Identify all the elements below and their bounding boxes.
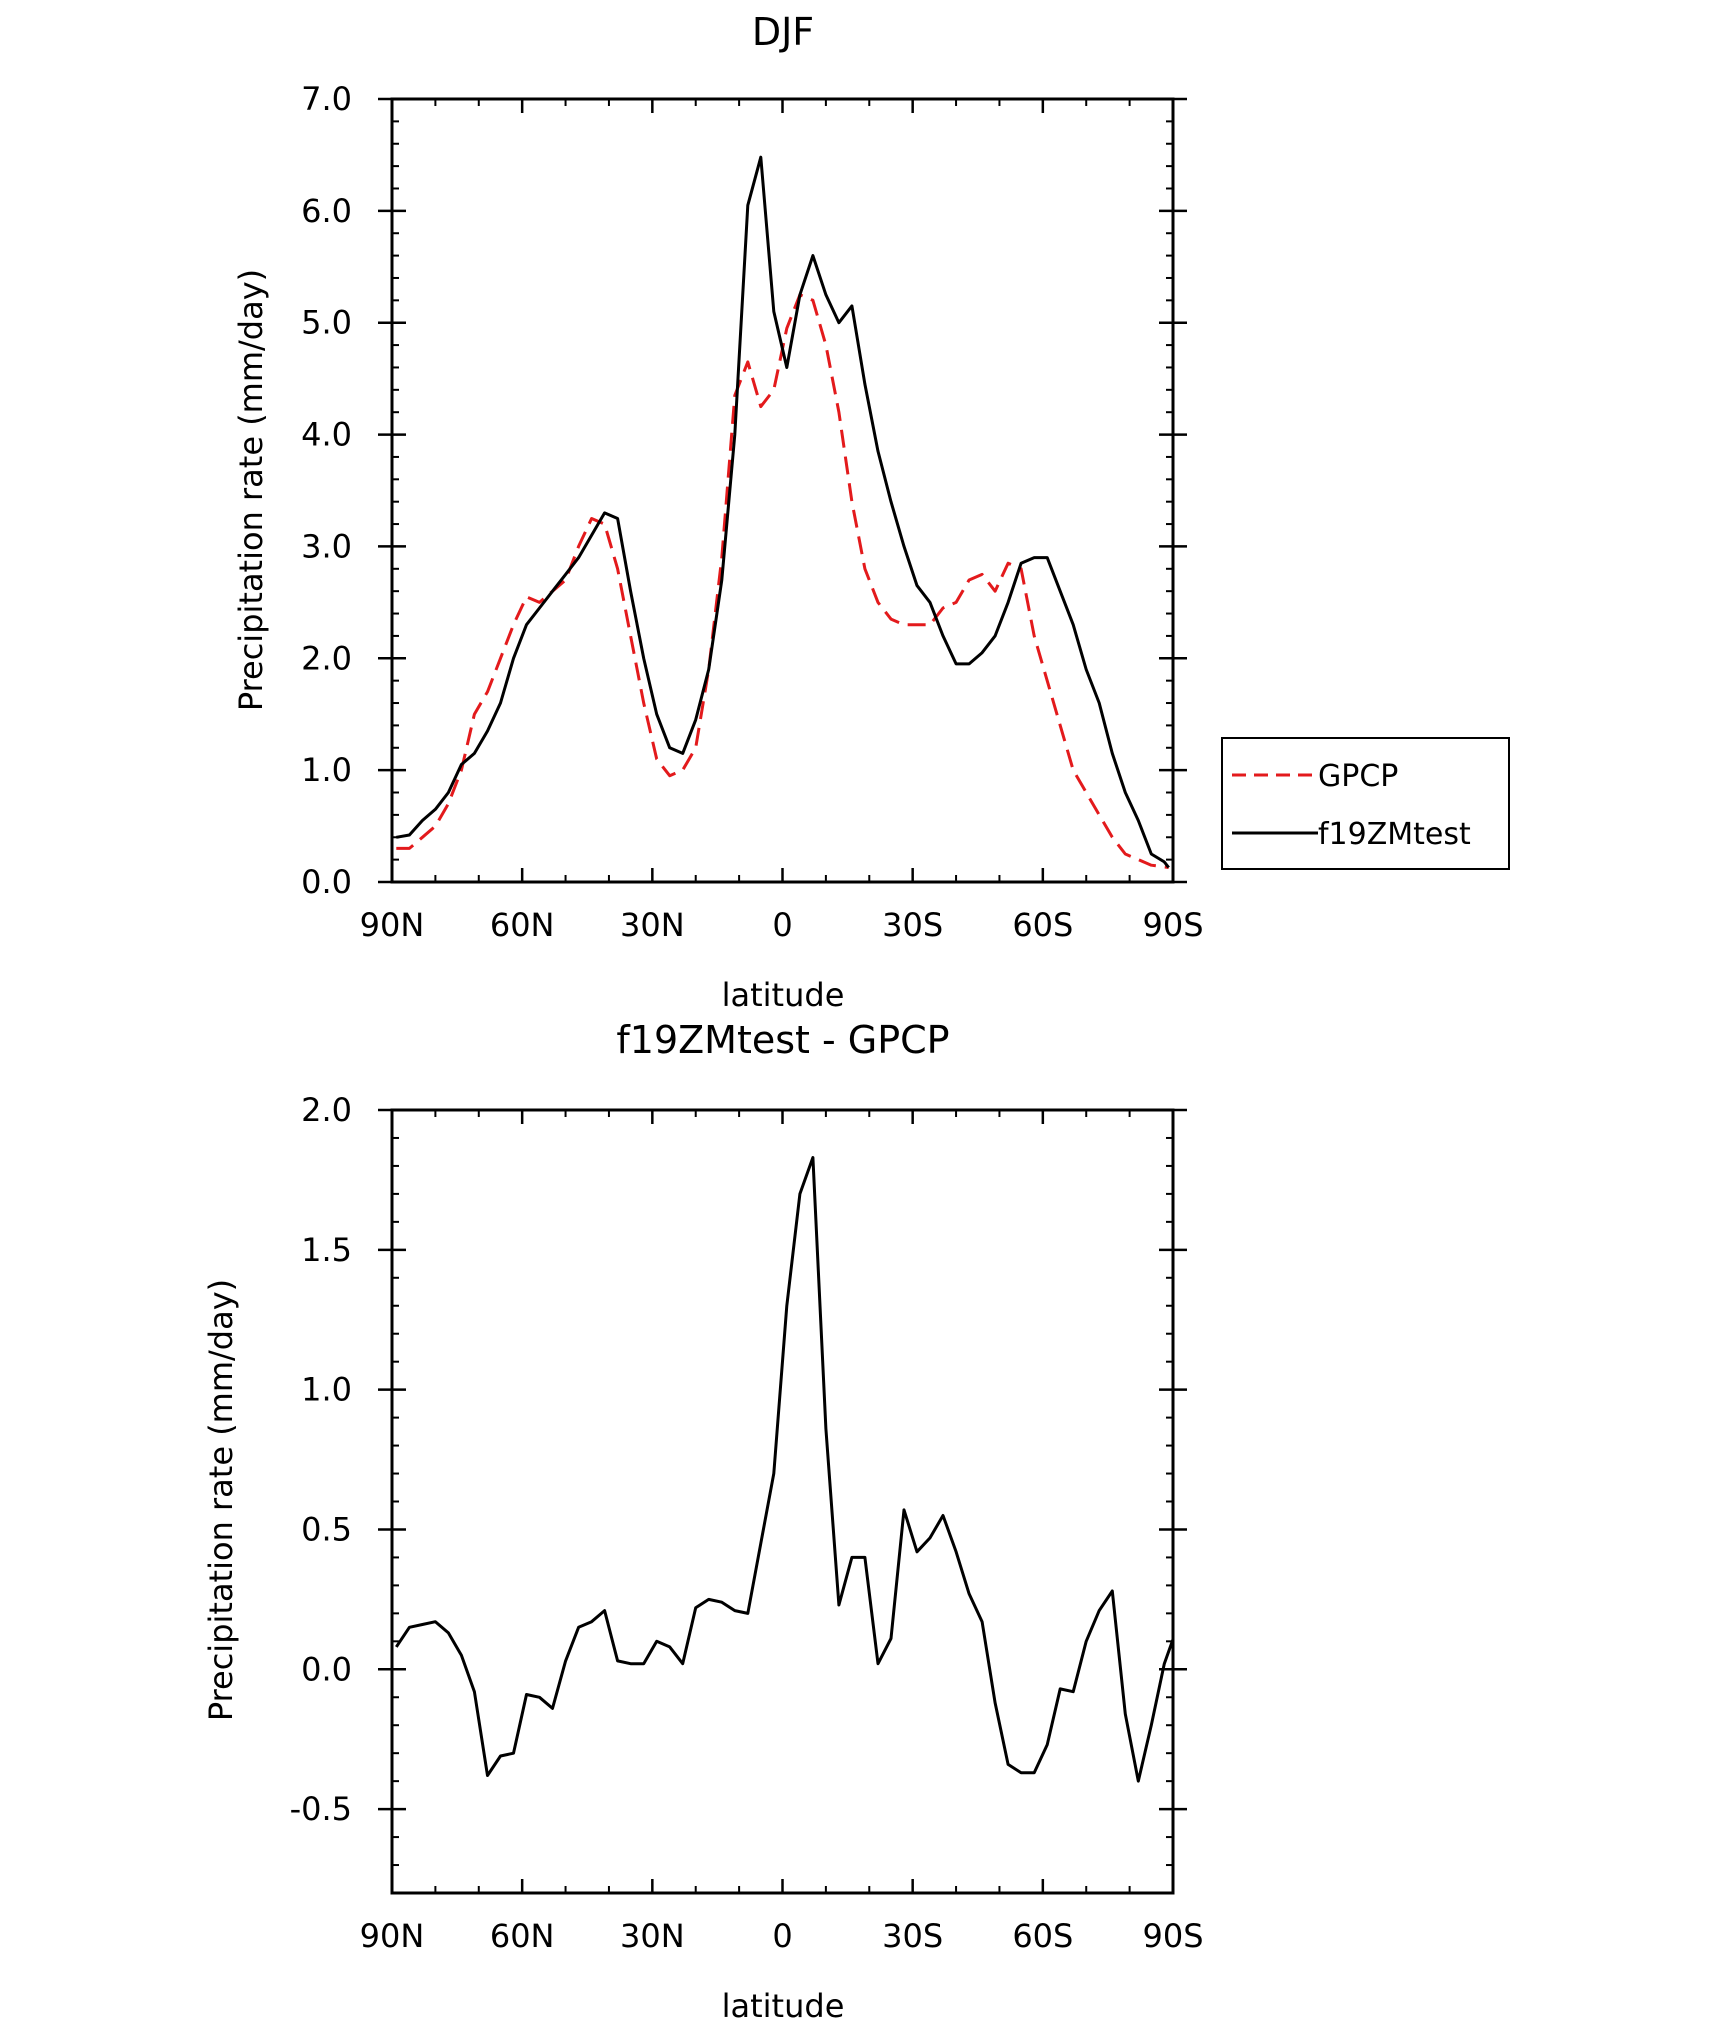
bottom-y-tick-label: 0.5 bbox=[301, 1510, 352, 1548]
bottom-chart-title: f19ZMtest - GPCP bbox=[616, 1018, 949, 1062]
top-y-tick-label: 4.0 bbox=[301, 416, 352, 454]
bottom-x-tick-label: 90N bbox=[360, 1917, 425, 1955]
top-x-tick-label: 0 bbox=[772, 906, 792, 944]
top-chart-title: DJF bbox=[752, 10, 814, 54]
top-x-tick-label: 30S bbox=[882, 906, 943, 944]
top-x-tick-label: 90N bbox=[360, 906, 425, 944]
bottom-plot-frame bbox=[390, 1108, 1175, 1895]
legend: GPCP f19ZMtest bbox=[1221, 737, 1510, 870]
bottom-y-axis-label: Precipitation rate (mm/day) bbox=[202, 1279, 240, 1721]
top-x-tick-label: 60N bbox=[490, 906, 555, 944]
bottom-y-tick-label: 1.0 bbox=[301, 1371, 352, 1409]
top-y-axis-label: Precipitation rate (mm/day) bbox=[232, 269, 270, 711]
bottom-x-tick-label: 30N bbox=[620, 1917, 685, 1955]
bottom-x-axis-label: latitude bbox=[722, 1987, 845, 2021]
top-series-line-f19zmtest bbox=[396, 155, 1170, 869]
top-y-tick-label: 0.0 bbox=[301, 863, 352, 901]
bottom-panel-difference: f19ZMtest - GPCP 90N 60N 30N 0 30S 60S 90S -0.5… bbox=[202, 1018, 1204, 2021]
top-axes: 90N 60N 30N 0 30S 60S 90S 0.0 1.0 2.0 3.0 4.0 5.0 6.0… bbox=[301, 80, 1203, 944]
bottom-y-tick-label: 1.5 bbox=[301, 1231, 352, 1269]
bottom-x-tick-label: 60S bbox=[1012, 1917, 1073, 1955]
top-series bbox=[396, 155, 1170, 869]
top-y-tick-label: 2.0 bbox=[301, 639, 352, 677]
top-y-tick-label: 7.0 bbox=[301, 80, 352, 118]
bottom-y-tick-label: -0.5 bbox=[290, 1790, 352, 1828]
top-y-tick-label: 1.0 bbox=[301, 751, 352, 789]
top-panel-djf: DJF 90N 60N 30N 0 30S 60S 90S 0.0 1.0 2.0 3.0 4.0 5.… bbox=[232, 10, 1510, 1014]
bottom-x-tick-label: 60N bbox=[490, 1917, 555, 1955]
top-x-tick-label: 60S bbox=[1012, 906, 1073, 944]
bottom-y-tick-label: 0.0 bbox=[301, 1650, 352, 1688]
bottom-axes: 90N 60N 30N 0 30S 60S 90S -0.5 0.0 0.5 1.0 1.5 2.0 bbox=[290, 1091, 1204, 1955]
top-series-line-gpcp bbox=[396, 293, 1169, 869]
top-y-tick-label: 6.0 bbox=[301, 192, 352, 230]
top-y-tick-label: 5.0 bbox=[301, 304, 352, 342]
top-y-tick-label: 3.0 bbox=[301, 527, 352, 565]
top-plot-frame bbox=[390, 97, 1175, 884]
bottom-y-tick-label: 2.0 bbox=[301, 1091, 352, 1129]
legend-label-gpcp: GPCP bbox=[1318, 759, 1398, 794]
bottom-series-line-difference bbox=[395, 1156, 1173, 1783]
top-x-axis-label: latitude bbox=[722, 976, 845, 1014]
top-x-tick-label: 90S bbox=[1142, 906, 1203, 944]
top-x-tick-label: 30N bbox=[620, 906, 685, 944]
bottom-x-tick-label: 0 bbox=[772, 1917, 792, 1955]
bottom-x-tick-label: 90S bbox=[1142, 1917, 1203, 1955]
bottom-series bbox=[395, 1156, 1173, 1783]
bottom-x-tick-label: 30S bbox=[882, 1917, 943, 1955]
legend-box bbox=[1221, 737, 1510, 870]
legend-label-f19zmtest: f19ZMtest bbox=[1318, 817, 1471, 852]
